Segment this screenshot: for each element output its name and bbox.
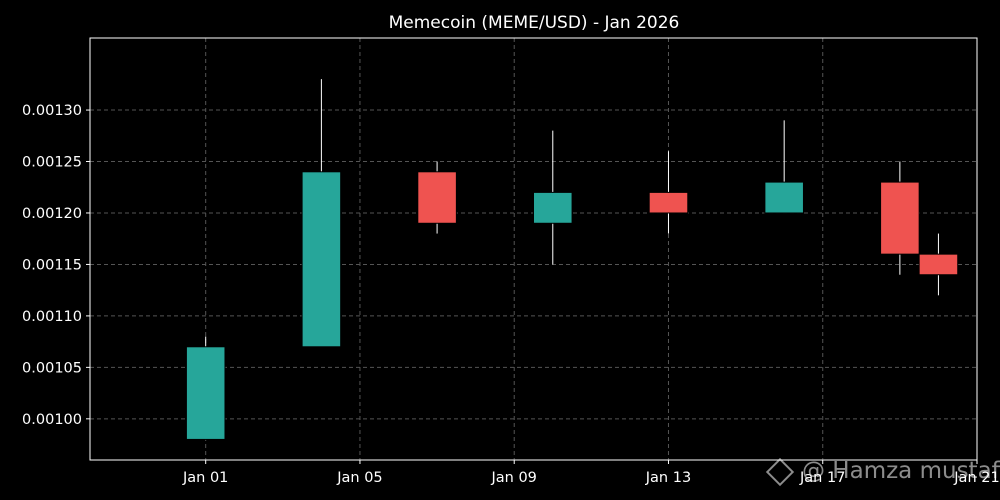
x-tick-label: Jan 13 — [645, 470, 691, 486]
candle-body — [301, 171, 342, 348]
candle-body — [417, 171, 457, 224]
x-tick-label: Jan 17 — [799, 470, 845, 486]
y-tick-label: 0.00130 — [22, 103, 82, 119]
watermark: @ Hamza mustafi — [765, 457, 1000, 486]
chart-title: Memecoin (MEME/USD) - Jan 2026 — [389, 13, 680, 33]
x-tick-label: Jan 01 — [182, 470, 228, 486]
x-tick-label: Jan 05 — [336, 470, 382, 486]
watermark-text: @ Hamza mustafi — [802, 458, 1000, 484]
x-tick-label: Jan 21 — [953, 470, 999, 486]
y-tick-label: 0.00105 — [22, 360, 82, 376]
y-tick-label: 0.00115 — [22, 257, 82, 273]
x-tick-label: Jan 09 — [491, 470, 537, 486]
candle-body — [185, 346, 226, 440]
axis-ticks: 0.00100 0.00105 0.00110 0.00115 0.00120 0.001… — [22, 103, 1000, 486]
y-tick-label: 0.00125 — [22, 155, 82, 171]
candle-body — [648, 191, 689, 214]
candles — [185, 79, 959, 440]
candle-body — [918, 253, 959, 276]
binance-diamond-icon — [765, 457, 795, 486]
y-tick-label: 0.00120 — [22, 206, 82, 222]
candle-body — [533, 191, 573, 224]
y-tick-label: 0.00100 — [22, 412, 82, 428]
y-tick-label: 0.00110 — [22, 309, 82, 325]
candle-body — [880, 181, 920, 255]
candle-body — [764, 181, 804, 214]
plot-frame — [89, 37, 978, 461]
